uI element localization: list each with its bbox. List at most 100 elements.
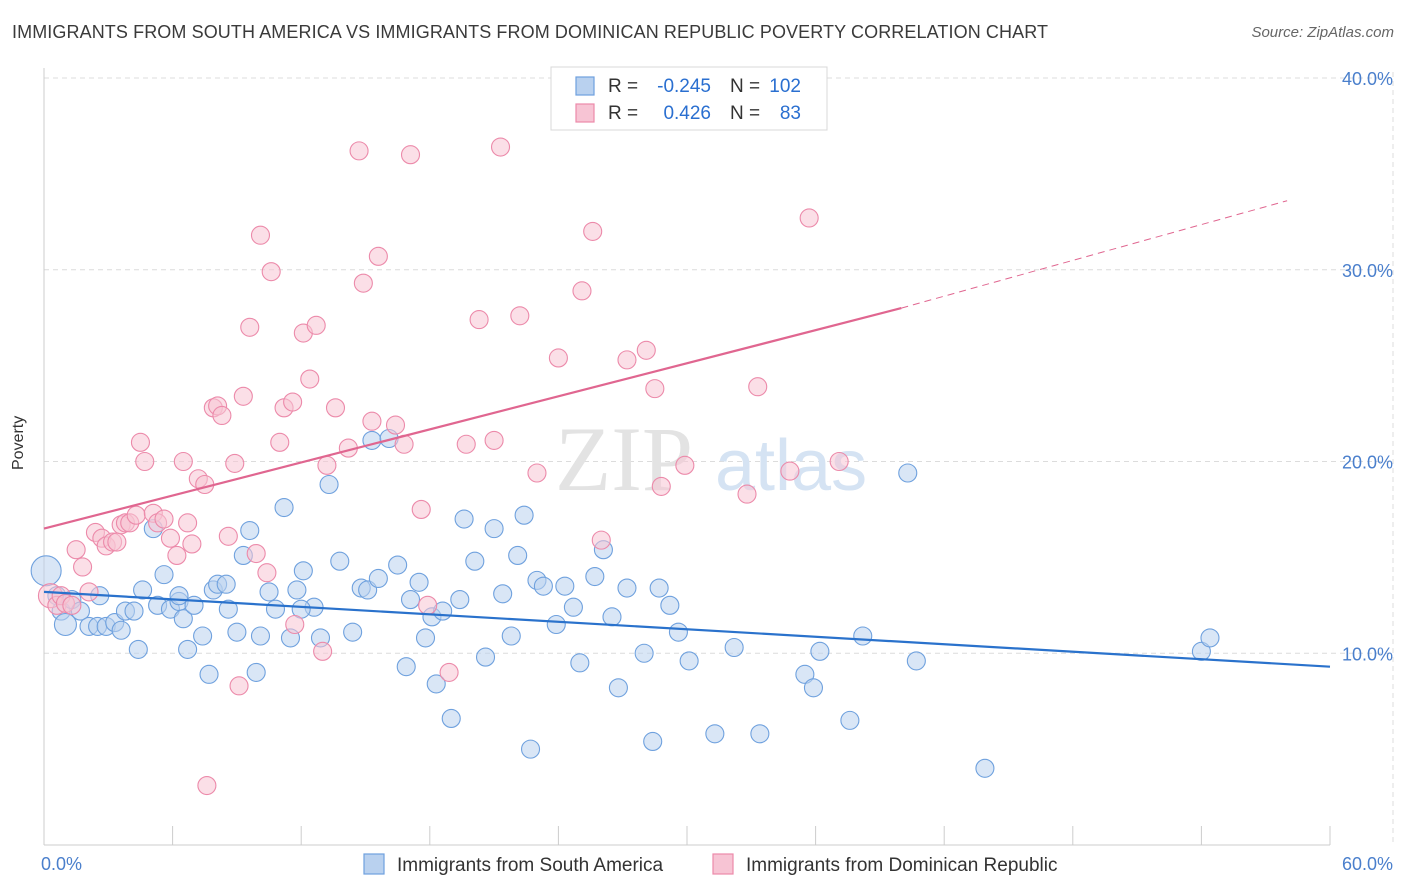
stats-legend-swatch xyxy=(575,76,595,96)
point-dominican xyxy=(400,145,421,165)
point-south-america xyxy=(409,572,429,592)
point-south-america xyxy=(493,584,513,604)
gridlines xyxy=(44,72,1394,845)
point-south-america xyxy=(265,599,286,619)
point-dominican xyxy=(799,208,819,228)
stats-r-value: -0.245 xyxy=(657,76,711,97)
point-south-america xyxy=(259,582,279,602)
point-dominican xyxy=(325,398,346,418)
point-dominican xyxy=(456,434,476,454)
point-south-america xyxy=(617,578,637,598)
point-south-america xyxy=(193,626,213,646)
point-dominican xyxy=(126,505,146,525)
point-dominican xyxy=(197,776,217,796)
trend-line-dominican-extension xyxy=(901,200,1288,309)
series-legend-swatch xyxy=(712,853,734,875)
point-south-america xyxy=(514,505,534,525)
point-south-america xyxy=(533,576,553,596)
point-dominican xyxy=(233,386,253,406)
point-dominican xyxy=(617,350,637,370)
series-legend-label: Immigrants from Dominican Republic xyxy=(746,855,1058,876)
point-south-america xyxy=(898,463,918,483)
point-south-america xyxy=(450,590,470,610)
point-dominican xyxy=(135,451,155,472)
point-south-america xyxy=(668,622,688,642)
x-tick-label-min: 0.0% xyxy=(41,854,82,874)
trend-line-dominican xyxy=(43,307,902,530)
point-south-america xyxy=(30,555,62,587)
point-south-america xyxy=(173,609,193,629)
y-tick-label: 30.0% xyxy=(1342,261,1393,281)
point-dominican xyxy=(285,614,305,635)
point-dominican xyxy=(246,543,266,564)
point-south-america xyxy=(475,647,496,667)
point-south-america xyxy=(400,590,421,610)
point-south-america xyxy=(660,595,680,615)
point-dominican xyxy=(79,582,99,602)
stats-n-value: 102 xyxy=(769,76,801,97)
chart-source: Source: ZipAtlas.com xyxy=(1251,24,1394,41)
axes xyxy=(43,68,1331,846)
stats-r-value: 0.426 xyxy=(663,103,711,124)
point-south-america xyxy=(154,565,174,585)
point-dominican xyxy=(469,310,489,330)
point-south-america xyxy=(441,708,461,728)
point-south-america xyxy=(343,622,363,642)
point-dominican xyxy=(225,453,245,473)
tick-labels: 10.0% 20.0% 30.0% 40.0% 0.0% 60.0% xyxy=(41,69,1393,874)
stats-r-label: R = xyxy=(608,103,638,124)
point-dominican xyxy=(349,141,369,161)
point-south-america xyxy=(274,497,294,518)
point-south-america xyxy=(634,643,654,663)
point-dominican xyxy=(439,662,459,682)
point-south-america xyxy=(227,622,247,642)
point-south-america xyxy=(508,545,528,566)
x-tick-label-max: 60.0% xyxy=(1342,854,1393,874)
point-dominican xyxy=(527,463,547,483)
trend-lines xyxy=(43,200,1331,668)
point-dominican xyxy=(173,451,193,472)
point-south-america xyxy=(555,576,575,596)
point-south-america xyxy=(287,580,307,600)
series-legend-label: Immigrants from South America xyxy=(397,855,664,876)
stats-legend-box xyxy=(550,66,828,131)
point-dominican xyxy=(591,530,611,550)
point-south-america xyxy=(724,637,744,658)
y-tick-label: 10.0% xyxy=(1342,644,1393,664)
point-dominican xyxy=(62,595,82,615)
point-south-america xyxy=(643,731,663,752)
point-dominican xyxy=(313,641,333,661)
series-legend-swatch xyxy=(363,853,385,875)
point-south-america xyxy=(111,620,131,640)
point-dominican xyxy=(645,379,665,399)
point-dominican xyxy=(306,315,326,335)
point-south-america xyxy=(218,599,238,619)
point-dominican xyxy=(261,262,281,282)
point-south-america xyxy=(705,724,725,744)
stats-n-label: N = xyxy=(730,76,760,97)
point-south-america xyxy=(975,758,995,778)
point-south-america xyxy=(585,566,605,587)
point-south-america xyxy=(53,612,77,637)
y-tick-label: 20.0% xyxy=(1342,453,1393,473)
point-south-america xyxy=(546,614,566,635)
point-dominican xyxy=(737,484,757,504)
point-dominican xyxy=(651,476,671,496)
stats-r-label: R = xyxy=(608,76,638,97)
point-south-america xyxy=(1200,628,1220,648)
series-legend: Immigrants from South America Immigrants … xyxy=(363,853,1058,876)
point-dominican xyxy=(748,377,768,397)
point-dominican xyxy=(317,455,337,475)
point-south-america xyxy=(178,639,198,659)
point-dominican xyxy=(780,461,800,481)
point-dominican xyxy=(283,392,303,412)
point-south-america xyxy=(216,574,236,594)
point-dominican xyxy=(583,221,603,241)
y-tick-label: 40.0% xyxy=(1342,69,1393,89)
point-south-america xyxy=(853,626,873,646)
point-dominican xyxy=(636,340,656,360)
stats-n-label: N = xyxy=(730,103,760,124)
point-dominican xyxy=(490,137,511,157)
point-dominican xyxy=(418,595,438,615)
